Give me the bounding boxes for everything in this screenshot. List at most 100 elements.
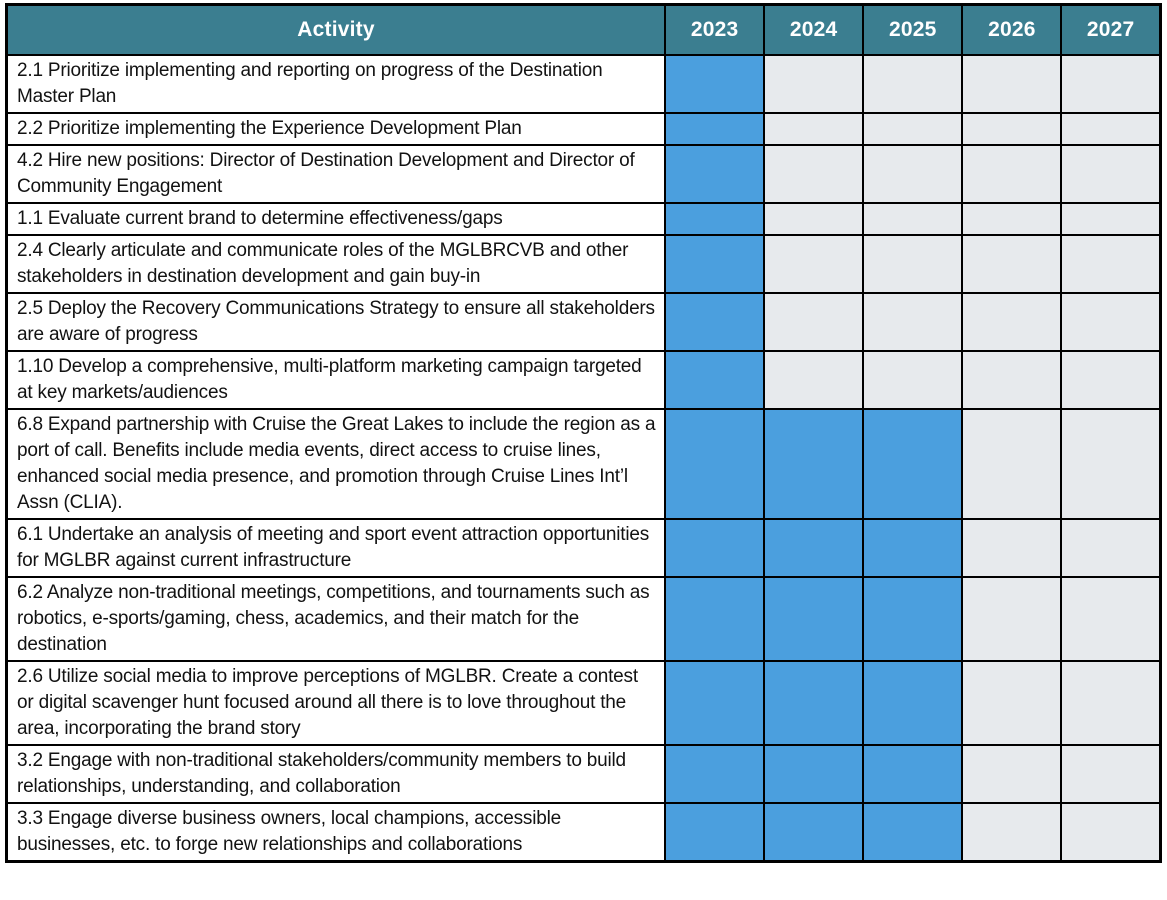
activity-cell: 1.10 Develop a comprehensive, multi-plat…	[5, 350, 667, 410]
gantt-table-body: 2.1 Prioritize implementing and reportin…	[5, 54, 1162, 863]
year-cell-2023-filled	[664, 744, 766, 804]
activity-cell: 6.2 Analyze non-traditional meetings, co…	[5, 576, 667, 662]
year-cell-2023-filled	[664, 350, 766, 410]
activity-cell: 6.8 Expand partnership with Cruise the G…	[5, 408, 667, 520]
table-row: 3.2 Engage with non-traditional stakehol…	[5, 744, 1162, 804]
year-cell-2025-empty	[862, 202, 964, 236]
year-cell-2027-empty	[1060, 292, 1162, 352]
activity-column-header: Activity	[5, 3, 667, 56]
activity-cell: 6.1 Undertake an analysis of meeting and…	[5, 518, 667, 578]
year-cell-2026-empty	[961, 350, 1063, 410]
year-cell-2026-empty	[961, 54, 1063, 114]
activity-cell: 2.6 Utilize social media to improve perc…	[5, 660, 667, 746]
year-cell-2025-empty	[862, 54, 964, 114]
year-cell-2026-empty	[961, 292, 1063, 352]
table-row: 4.2 Hire new positions: Director of Dest…	[5, 144, 1162, 204]
year-cell-2025-empty	[862, 234, 964, 294]
year-cell-2027-empty	[1060, 112, 1162, 146]
activity-cell: 2.5 Deploy the Recovery Communications S…	[5, 292, 667, 352]
year-cell-2026-empty	[961, 202, 1063, 236]
year-cell-2023-filled	[664, 660, 766, 746]
year-cell-2023-filled	[664, 112, 766, 146]
year-cell-2027-empty	[1060, 660, 1162, 746]
year-cell-2023-filled	[664, 292, 766, 352]
year-cell-2024-empty	[763, 234, 865, 294]
year-cell-2024-filled	[763, 576, 865, 662]
year-cell-2026-empty	[961, 802, 1063, 863]
table-row: 6.8 Expand partnership with Cruise the G…	[5, 408, 1162, 520]
year-cell-2024-empty	[763, 144, 865, 204]
year-column-header-2026: 2026	[961, 3, 1063, 56]
year-cell-2025-empty	[862, 144, 964, 204]
year-cell-2025-filled	[862, 408, 964, 520]
table-row: 3.3 Engage diverse business owners, loca…	[5, 802, 1162, 863]
year-cell-2023-filled	[664, 518, 766, 578]
table-row: 2.6 Utilize social media to improve perc…	[5, 660, 1162, 746]
table-row: 1.1 Evaluate current brand to determine …	[5, 202, 1162, 236]
activity-timeline-table: Activity 2023 2024 2025 2026 2027 2.1 Pr…	[5, 3, 1162, 863]
year-cell-2027-empty	[1060, 234, 1162, 294]
year-cell-2023-filled	[664, 234, 766, 294]
year-cell-2027-empty	[1060, 802, 1162, 863]
year-cell-2027-empty	[1060, 518, 1162, 578]
year-column-header-2024: 2024	[763, 3, 865, 56]
year-cell-2027-empty	[1060, 54, 1162, 114]
year-cell-2025-filled	[862, 660, 964, 746]
table-row: 2.2 Prioritize implementing the Experien…	[5, 112, 1162, 146]
year-cell-2024-filled	[763, 518, 865, 578]
year-cell-2023-filled	[664, 202, 766, 236]
activity-cell: 2.4 Clearly articulate and communicate r…	[5, 234, 667, 294]
table-row: 1.10 Develop a comprehensive, multi-plat…	[5, 350, 1162, 410]
activity-cell: 1.1 Evaluate current brand to determine …	[5, 202, 667, 236]
year-cell-2025-empty	[862, 292, 964, 352]
gantt-chart: Activity 2023 2024 2025 2026 2027 2.1 Pr…	[5, 3, 1162, 863]
year-cell-2025-filled	[862, 518, 964, 578]
year-cell-2023-filled	[664, 576, 766, 662]
year-cell-2024-filled	[763, 744, 865, 804]
table-row: 2.5 Deploy the Recovery Communications S…	[5, 292, 1162, 352]
year-column-header-2023: 2023	[664, 3, 766, 56]
year-cell-2025-filled	[862, 802, 964, 863]
year-cell-2026-empty	[961, 408, 1063, 520]
table-row: 6.1 Undertake an analysis of meeting and…	[5, 518, 1162, 578]
year-cell-2026-empty	[961, 744, 1063, 804]
year-cell-2026-empty	[961, 234, 1063, 294]
table-row: 2.1 Prioritize implementing and reportin…	[5, 54, 1162, 114]
year-cell-2025-empty	[862, 350, 964, 410]
year-column-header-2025: 2025	[862, 3, 964, 56]
year-cell-2023-filled	[664, 408, 766, 520]
activity-cell: 2.1 Prioritize implementing and reportin…	[5, 54, 667, 114]
year-cell-2025-filled	[862, 744, 964, 804]
activity-cell: 2.2 Prioritize implementing the Experien…	[5, 112, 667, 146]
year-cell-2027-empty	[1060, 408, 1162, 520]
year-cell-2025-empty	[862, 112, 964, 146]
year-cell-2023-filled	[664, 144, 766, 204]
year-cell-2023-filled	[664, 802, 766, 863]
year-cell-2027-empty	[1060, 350, 1162, 410]
table-header-row: Activity 2023 2024 2025 2026 2027	[5, 3, 1162, 56]
year-cell-2027-empty	[1060, 744, 1162, 804]
year-cell-2024-filled	[763, 660, 865, 746]
year-column-header-2027: 2027	[1060, 3, 1162, 56]
year-cell-2024-empty	[763, 202, 865, 236]
year-cell-2024-filled	[763, 408, 865, 520]
table-row: 6.2 Analyze non-traditional meetings, co…	[5, 576, 1162, 662]
year-cell-2023-filled	[664, 54, 766, 114]
year-cell-2024-empty	[763, 54, 865, 114]
year-cell-2027-empty	[1060, 202, 1162, 236]
year-cell-2027-empty	[1060, 144, 1162, 204]
year-cell-2024-empty	[763, 292, 865, 352]
year-cell-2026-empty	[961, 518, 1063, 578]
year-cell-2026-empty	[961, 660, 1063, 746]
year-cell-2024-empty	[763, 350, 865, 410]
year-cell-2025-filled	[862, 576, 964, 662]
year-cell-2026-empty	[961, 576, 1063, 662]
year-cell-2024-filled	[763, 802, 865, 863]
activity-cell: 3.2 Engage with non-traditional stakehol…	[5, 744, 667, 804]
table-row: 2.4 Clearly articulate and communicate r…	[5, 234, 1162, 294]
year-cell-2024-empty	[763, 112, 865, 146]
activity-cell: 3.3 Engage diverse business owners, loca…	[5, 802, 667, 863]
year-cell-2026-empty	[961, 112, 1063, 146]
year-cell-2026-empty	[961, 144, 1063, 204]
year-cell-2027-empty	[1060, 576, 1162, 662]
